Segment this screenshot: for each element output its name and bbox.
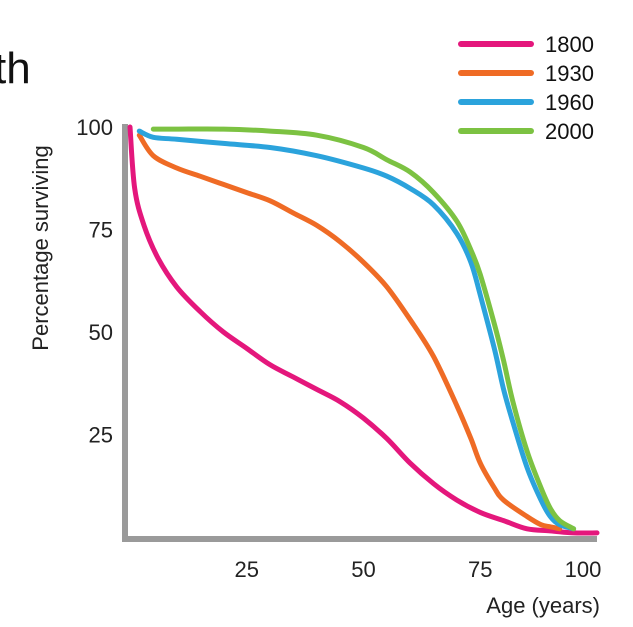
y-tick-label: 75 bbox=[89, 218, 113, 243]
series-line-1800 bbox=[127, 124, 600, 536]
y-tick-label: 50 bbox=[89, 320, 113, 345]
legend-label-1930: 1930 bbox=[545, 61, 594, 86]
legend-label-1800: 1800 bbox=[545, 32, 594, 57]
x-tick-label: 100 bbox=[565, 557, 602, 582]
series-line-1930 bbox=[136, 132, 563, 532]
series-line-1960 bbox=[136, 128, 577, 532]
y-tick-label: 100 bbox=[76, 115, 113, 140]
x-tick-label: 25 bbox=[235, 557, 259, 582]
x-tick-label: 50 bbox=[351, 557, 375, 582]
legend-label-2000: 2000 bbox=[545, 119, 594, 144]
legend: 1800 1930 1960 2000 bbox=[458, 32, 594, 144]
x-tick-labels: 25 50 75 100 bbox=[235, 557, 602, 582]
x-tick-label: 75 bbox=[468, 557, 492, 582]
legend-label-1960: 1960 bbox=[545, 90, 594, 115]
series-lines bbox=[127, 124, 600, 536]
y-axis-label: Percentage surviving bbox=[28, 145, 53, 350]
x-axis-label: Age (years) bbox=[486, 593, 600, 618]
y-tick-label: 25 bbox=[89, 423, 113, 448]
series-line-2000 bbox=[150, 126, 577, 532]
chart-title-fragment: th bbox=[0, 44, 31, 93]
y-tick-labels: 25 50 75 100 bbox=[76, 115, 113, 448]
